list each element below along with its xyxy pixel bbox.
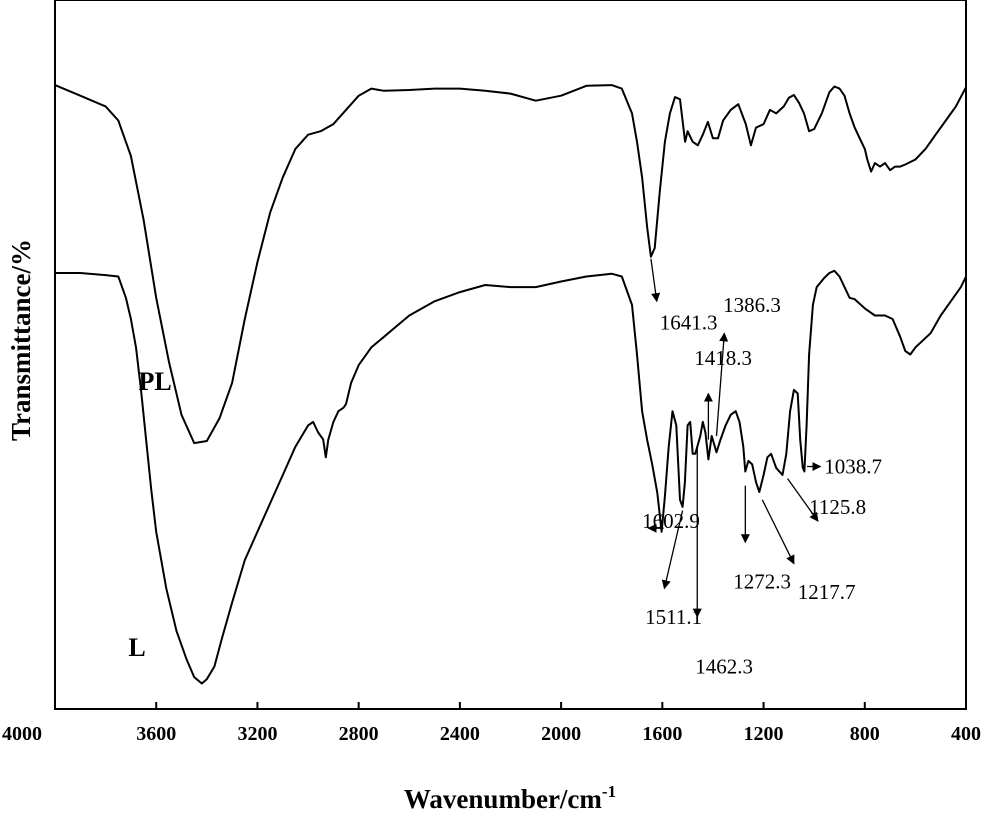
peak-arrow	[661, 510, 684, 590]
peak-arrow	[650, 258, 661, 303]
x-tick-label: 2800	[339, 723, 379, 745]
peak-label: 1272.3	[733, 569, 791, 593]
x-tick-label: 3200	[237, 723, 277, 745]
x-tick-label: 1600	[642, 723, 682, 745]
series-line-l	[55, 269, 967, 685]
x-tick-label: 2000	[541, 723, 581, 745]
peak-arrow	[715, 332, 729, 437]
peak-arrow	[761, 499, 795, 565]
peak-label: 1217.7	[798, 580, 856, 604]
x-tick-label: 1200	[744, 723, 784, 745]
x-tick-label: 3600	[136, 723, 176, 745]
peak-arrow	[787, 478, 819, 522]
x-tick-label: 400	[951, 723, 981, 745]
series-label-l: L	[128, 633, 145, 662]
series-label-pl: PL	[139, 367, 172, 396]
x-axis-title-main: Wavenumber/cm	[404, 784, 602, 814]
x-tick-label: 4000	[2, 723, 42, 745]
plot-frame	[54, 0, 967, 710]
peak-label: 1511.1	[645, 605, 702, 629]
series-label-group: PL L	[128, 367, 171, 662]
x-axis-title-superscript: -1	[602, 782, 616, 801]
peak-label: 1038.7	[824, 455, 882, 479]
y-axis-title: Transmittance/%	[6, 239, 36, 441]
series-group	[54, 84, 967, 685]
peak-label: 1641.3	[660, 311, 718, 335]
x-axis-title: Wavenumber/cm-1	[404, 782, 616, 814]
peak-label: 1386.3	[723, 293, 781, 317]
x-tick-label: 2400	[440, 723, 480, 745]
peak-label: 1125.8	[809, 495, 866, 519]
peak-label: 1602.9	[642, 509, 700, 533]
x-tick-label: 800	[850, 723, 880, 745]
x-axis-ticks	[54, 702, 967, 709]
series-line-pl	[54, 84, 967, 445]
peak-annotations: 1641.31602.91511.11462.31418.31386.31272…	[642, 258, 882, 679]
peak-label: 1462.3	[695, 655, 753, 679]
x-axis-tick-labels: 4000 3600 3200 2800 2400 2000 1600 1200 800 400	[2, 723, 981, 745]
